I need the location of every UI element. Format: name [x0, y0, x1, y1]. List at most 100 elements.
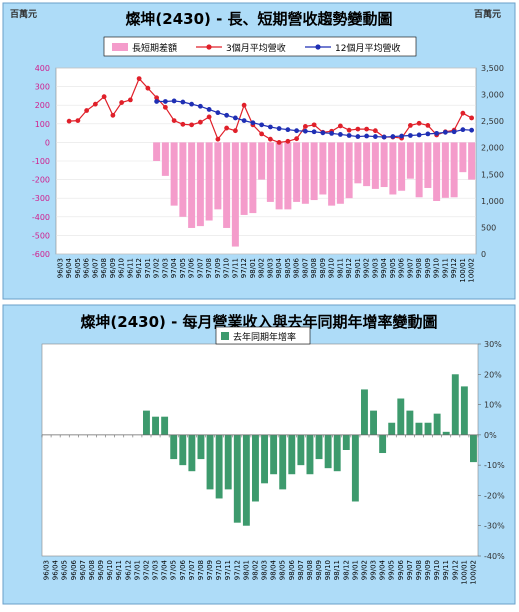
yoy-x-tick-label: 99/03 [370, 560, 378, 580]
trend-x-tick-label: 98/09 [319, 258, 327, 278]
trend-line12-point [215, 110, 221, 116]
legend-line12-label: 12個月平均營收 [335, 42, 400, 54]
trend-diff-bar [170, 142, 178, 206]
trend-diff-bar [161, 142, 169, 176]
trend-x-tick-label: 97/06 [188, 257, 196, 278]
yoy-bar [379, 434, 387, 454]
yoy-y-tick-label: 10% [484, 401, 502, 410]
trend-line3-point [285, 138, 291, 144]
trend-x-tick-label: 96/08 [100, 258, 108, 278]
trend-line12-point [189, 101, 195, 107]
trend-line12-point [224, 112, 230, 118]
yoy-x-tick-label: 98/03 [261, 560, 269, 580]
trend-diff-bar [380, 142, 388, 188]
yoy-x-tick-label: 99/11 [442, 560, 450, 580]
trend-line3-point [276, 140, 282, 145]
trend-left-tick-label: -500 [32, 231, 50, 240]
trend-x-tick-label: 99/06 [398, 257, 406, 278]
yoy-bar [451, 374, 459, 435]
trend-diff-bar [293, 142, 301, 202]
trend-line12-point [259, 122, 265, 128]
trend-left-tick-label: -600 [32, 250, 50, 259]
yoy-bar [242, 434, 250, 526]
yoy-x-tick-label: 100/01 [460, 560, 468, 585]
yoy-x-tick-label: 98/09 [315, 560, 323, 580]
yoy-legend-label: 去年同期年增率 [233, 331, 296, 343]
trend-line3-point [154, 95, 160, 101]
yoy-legend-box [215, 326, 311, 345]
yoy-bar [297, 434, 305, 466]
trend-x-tick-label: 96/04 [65, 257, 73, 278]
trend-x-tick-label: 97/11 [231, 258, 239, 278]
trend-x-tick-label: 99/01 [354, 258, 362, 278]
trend-line-3month [66, 76, 475, 145]
yoy-bar [397, 398, 405, 435]
yoy-bar [197, 434, 205, 460]
trend-x-tick-label: 96/07 [91, 258, 99, 278]
yoy-x-tick-label: 98/01 [242, 560, 250, 580]
yoy-y-tick-label: 0% [484, 431, 497, 440]
trend-line3-point [311, 122, 317, 128]
yoy-x-tick-label: 98/05 [279, 560, 287, 580]
trend-left-axis-labels: 400 300 200 100 0 -100 -200 -300 -400 -500 -600 [32, 64, 50, 259]
trend-x-tick-label: 96/12 [135, 258, 143, 278]
trend-line3-point [92, 101, 98, 107]
trend-x-tick-label: 97/10 [223, 258, 231, 278]
trend-diff-bar [354, 142, 362, 184]
trend-right-tick-label: 500 [481, 223, 496, 232]
legend-line3-marker [206, 44, 212, 50]
trend-x-tick-label: 96/06 [83, 257, 91, 278]
trend-line12-point [451, 129, 457, 135]
trend-line12-point [250, 120, 256, 126]
trend-x-tick-label: 98/12 [345, 258, 353, 278]
trend-x-tick-label: 97/03 [161, 258, 169, 278]
trend-x-tick-label: 98/02 [258, 258, 266, 278]
trend-x-tick-label: 99/12 [450, 258, 458, 278]
trend-right-tick-label: 1,500 [481, 170, 504, 179]
trend-diff-bar [371, 142, 379, 189]
yoy-bar [170, 434, 178, 460]
trend-x-tick-label: 99/08 [415, 258, 423, 278]
trend-line12-point [329, 130, 335, 136]
trend-diff-bar [415, 142, 423, 198]
trend-diff-bar [363, 142, 371, 187]
trend-bars [153, 142, 476, 247]
yoy-bar [161, 416, 169, 435]
yoy-x-tick-label: 99/01 [351, 560, 359, 580]
legend-bar-swatch [112, 43, 128, 51]
trend-x-tick-label: 97/05 [179, 258, 187, 278]
trend-right-tick-label: 2,500 [481, 117, 504, 126]
trend-line12-point [294, 128, 300, 134]
trend-line3-point [416, 120, 422, 126]
trend-x-tick-label: 98/07 [301, 258, 309, 278]
trend-line3-point [84, 108, 90, 113]
trend-line3-point [364, 126, 370, 132]
trend-x-tick-label: 97/09 [214, 258, 222, 278]
trend-line3-point [206, 114, 212, 120]
trend-diff-bar [249, 142, 257, 214]
trend-line12-point [311, 129, 317, 135]
yoy-x-tick-label: 99/05 [388, 560, 396, 580]
yoy-x-tick-label: 98/11 [333, 560, 341, 580]
yoy-bar [188, 434, 196, 472]
trend-right-tick-label: 0 [481, 250, 486, 259]
yoy-x-tick-label: 97/05 [170, 560, 178, 580]
yoy-right-axis-labels: 30% 20% 10% 0% -10% -20% -30% -40% [478, 340, 505, 561]
trend-right-tick-label: 3,000 [481, 91, 504, 100]
trend-right-axis-labels: 3,500 3,000 2,500 2,000 1,500 1,000 500 0 [481, 64, 504, 259]
yoy-y-tick-label: -10% [484, 461, 505, 470]
trend-line12-point [442, 129, 448, 135]
trend-x-tick-label: 98/03 [266, 258, 274, 278]
yoy-bar [233, 434, 241, 523]
trend-x-tick-label: 99/05 [389, 258, 397, 278]
trend-x-tick-label: 99/07 [406, 258, 414, 278]
trend-line12-point [416, 132, 422, 138]
trend-legend-box [103, 36, 417, 57]
trend-line3-point [337, 123, 343, 129]
trend-line12-point [232, 115, 238, 121]
trend-diff-bar [398, 142, 406, 191]
yoy-x-tick-label: 96/09 [97, 560, 105, 580]
yoy-bar [460, 386, 468, 435]
trend-diff-bar [450, 142, 458, 198]
